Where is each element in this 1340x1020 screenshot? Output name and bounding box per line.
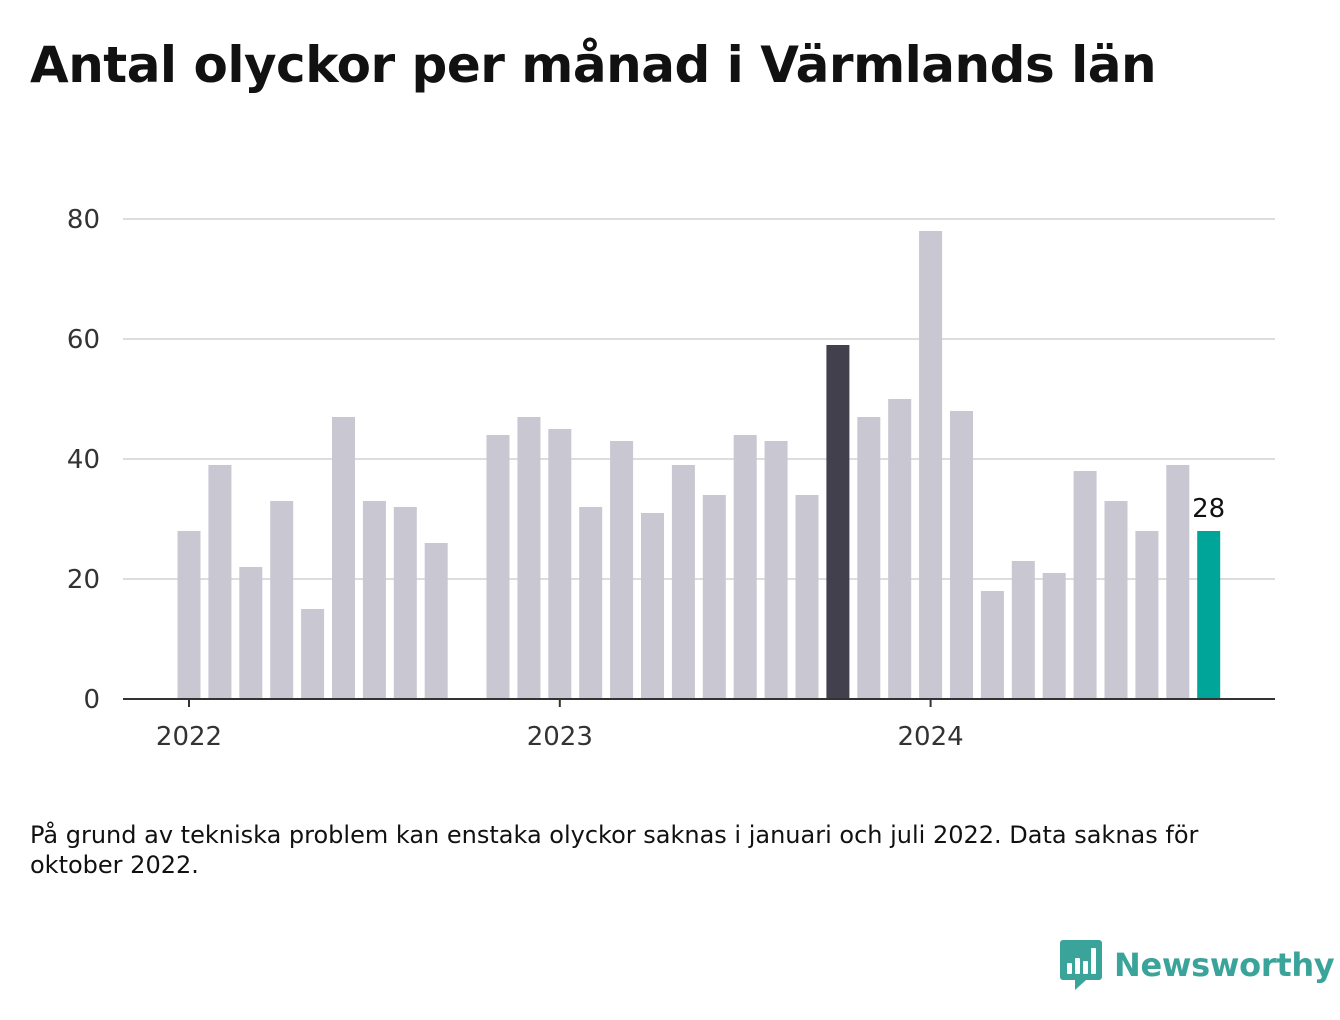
bar-2022-01 bbox=[177, 531, 201, 699]
bar-2024-04 bbox=[1011, 561, 1035, 699]
bar-2023-01 bbox=[548, 429, 572, 699]
y-axis-ticks: 0 20 40 60 80 bbox=[67, 205, 100, 715]
bars bbox=[177, 231, 1221, 699]
y-tick-label-40: 40 bbox=[67, 445, 100, 475]
bar-2022-04 bbox=[270, 501, 294, 699]
bar-2023-07 bbox=[733, 435, 757, 699]
newsworthy-logo-icon bbox=[1060, 940, 1102, 990]
data-labels: 28 bbox=[1189, 491, 1228, 527]
bar-2024-09 bbox=[1166, 465, 1190, 699]
bar-2023-12 bbox=[888, 399, 912, 699]
bar-2024-02 bbox=[950, 411, 973, 699]
bar-2022-09 bbox=[424, 543, 448, 699]
bar-2024-03 bbox=[980, 591, 1004, 699]
y-tick-label-0: 0 bbox=[83, 685, 100, 715]
y-tick-label-80: 80 bbox=[67, 205, 100, 235]
bar-2024-01 bbox=[919, 231, 943, 699]
y-tick-label-20: 20 bbox=[67, 565, 100, 595]
bar-2023-08 bbox=[764, 441, 788, 699]
gridlines bbox=[123, 218, 1275, 580]
bar-2022-07 bbox=[362, 501, 386, 699]
bar-2023-05 bbox=[671, 465, 695, 699]
bar-2022-03 bbox=[239, 567, 263, 699]
brand[interactable]: Newsworthy bbox=[1060, 940, 1335, 990]
brand-name: Newsworthy bbox=[1114, 946, 1335, 984]
bar-2022-05 bbox=[301, 609, 325, 699]
data-label-latest: 28 bbox=[1192, 494, 1225, 524]
bar-2023-06 bbox=[702, 495, 726, 699]
bar-2022-08 bbox=[393, 507, 417, 699]
bar-2024-10 bbox=[1197, 531, 1221, 699]
bar-2024-06 bbox=[1073, 471, 1097, 699]
bar-2023-04 bbox=[641, 513, 664, 699]
footnote: På grund av tekniska problem kan enstaka… bbox=[30, 821, 1199, 879]
x-tick-label-2022: 2022 bbox=[156, 722, 222, 752]
bar-2024-08 bbox=[1135, 531, 1159, 699]
bar-2022-12 bbox=[517, 417, 541, 699]
x-tick-label-2024: 2024 bbox=[898, 722, 964, 752]
bar-2023-03 bbox=[610, 441, 634, 699]
x-tick-label-2023: 2023 bbox=[527, 722, 593, 752]
y-tick-label-60: 60 bbox=[67, 325, 100, 355]
bar-2022-06 bbox=[332, 417, 355, 699]
bar-2024-05 bbox=[1042, 573, 1066, 699]
x-axis: 2022 2023 2024 bbox=[123, 698, 1275, 752]
bar-2023-11 bbox=[857, 417, 881, 699]
chart-title: Antal olyckor per månad i Värmlands län bbox=[30, 36, 1157, 94]
bar-chart: 0 20 40 60 80 2022 2023 2024 28 bbox=[67, 205, 1275, 752]
bar-2024-07 bbox=[1104, 501, 1128, 699]
bar-2022-02 bbox=[208, 465, 232, 699]
bar-2023-02 bbox=[579, 507, 603, 699]
bar-2023-09 bbox=[795, 495, 819, 699]
bar-2022-11 bbox=[486, 435, 510, 699]
bar-2023-10 bbox=[826, 345, 850, 699]
